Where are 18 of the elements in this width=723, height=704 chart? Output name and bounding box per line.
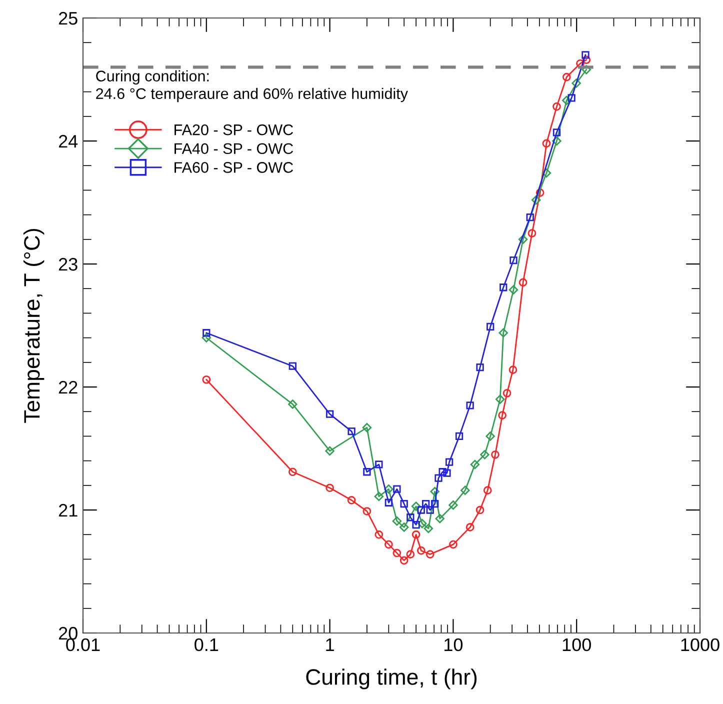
x-axis-title: Curing time, t (hr) (306, 668, 477, 690)
y-axis-title: Temperature, T (°C) (23, 228, 44, 423)
annotation: Curing condition: 24.6 °C temperaure and 60% relative humidity (96, 70, 408, 102)
y-tick-label: 20 (58, 626, 78, 640)
y-tick-label: 24 (58, 134, 78, 148)
x-tick-label: 0.1 (194, 638, 218, 652)
y-tick-label: 21 (58, 504, 78, 517)
legend-label: FA60 - SP - OWC (174, 162, 294, 173)
y-tick-label: 23 (58, 258, 78, 271)
x-tick-label: 1000 (681, 638, 720, 652)
x-tick-label: 1 (326, 638, 334, 651)
legend-label: FA20 - SP - OWC (174, 124, 294, 136)
y-tick-label: 22 (58, 380, 78, 394)
x-tick-label: 0.01 (66, 638, 100, 652)
y-tick-label: 25 (58, 12, 78, 25)
x-tick-label: 10 (444, 638, 463, 652)
legend-label: FA40 - SP - OWC (174, 143, 294, 154)
x-tick-label: 100 (562, 638, 591, 652)
